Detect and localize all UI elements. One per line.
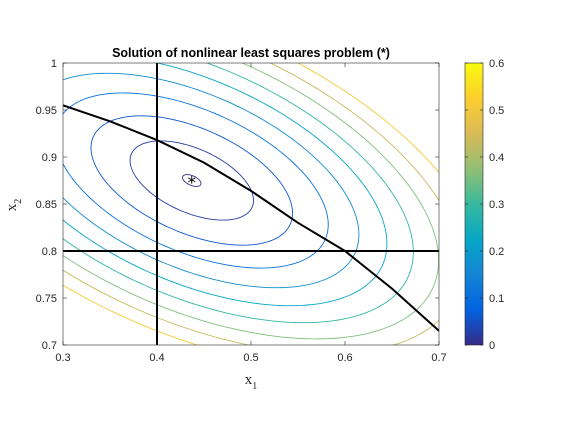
x-tick-label: 0.5 xyxy=(243,352,258,364)
colorbar-tick-label: 0.1 xyxy=(489,293,504,305)
minimum-marker: * xyxy=(188,174,197,194)
colorbar-tick-label: 0.3 xyxy=(489,199,504,211)
colorbar-tick-label: 0 xyxy=(489,340,495,352)
axis-tick-labels: 0.3 0.4 0.5 0.6 0.7 0.7 0.75 0.8 0.85 0.9 0.95 1 xyxy=(36,58,447,364)
contour-level-10 xyxy=(63,63,439,345)
plot-area xyxy=(63,63,439,345)
contour-level-6 xyxy=(63,63,388,307)
axis-ticks xyxy=(62,62,440,346)
contour-level-7 xyxy=(63,63,414,324)
chart-title: Solution of nonlinear least squares prob… xyxy=(112,46,390,60)
x-tick-label: 0.3 xyxy=(55,352,70,364)
colorbar-ticks: 0 0.1 0.2 0.3 0.4 0.5 0.6 xyxy=(465,58,504,352)
colorbar-tick-label: 0.6 xyxy=(489,58,504,70)
contour-level-4 xyxy=(63,92,329,269)
y-tick-label: 0.9 xyxy=(42,152,57,164)
colorbar-tick-label: 0.5 xyxy=(489,105,504,117)
contour-lines xyxy=(63,63,439,345)
x-tick-label: 0.7 xyxy=(431,352,446,364)
x-tick-label: 0.4 xyxy=(149,352,164,364)
y-tick-label: 0.95 xyxy=(36,105,57,117)
contour-level-2 xyxy=(129,140,254,221)
contour-level-9 xyxy=(63,63,439,345)
y-tick-label: 1 xyxy=(51,58,57,70)
constraint-curve xyxy=(63,104,439,332)
constraint-lines xyxy=(63,63,439,345)
y-tick-label: 0.8 xyxy=(42,246,57,258)
contour-level-1 xyxy=(182,174,202,187)
y-tick-label: 0.75 xyxy=(36,293,57,305)
x-axis-label: x1 xyxy=(245,372,258,392)
colorbar-tick-label: 0.4 xyxy=(489,152,504,164)
y-axis-label: x2 xyxy=(4,199,24,212)
y-tick-label: 0.85 xyxy=(36,199,57,211)
minimum-star: * xyxy=(188,174,197,194)
colorbar-tick-label: 0.2 xyxy=(489,246,504,258)
contour-level-3 xyxy=(90,115,294,246)
x-tick-label: 0.6 xyxy=(337,352,352,364)
y-tick-label: 0.7 xyxy=(42,340,57,352)
contour-level-8 xyxy=(63,63,439,340)
